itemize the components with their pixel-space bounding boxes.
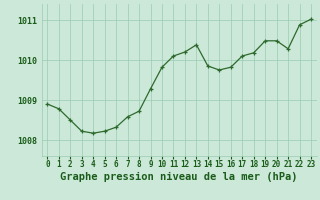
X-axis label: Graphe pression niveau de la mer (hPa): Graphe pression niveau de la mer (hPa) (60, 172, 298, 182)
